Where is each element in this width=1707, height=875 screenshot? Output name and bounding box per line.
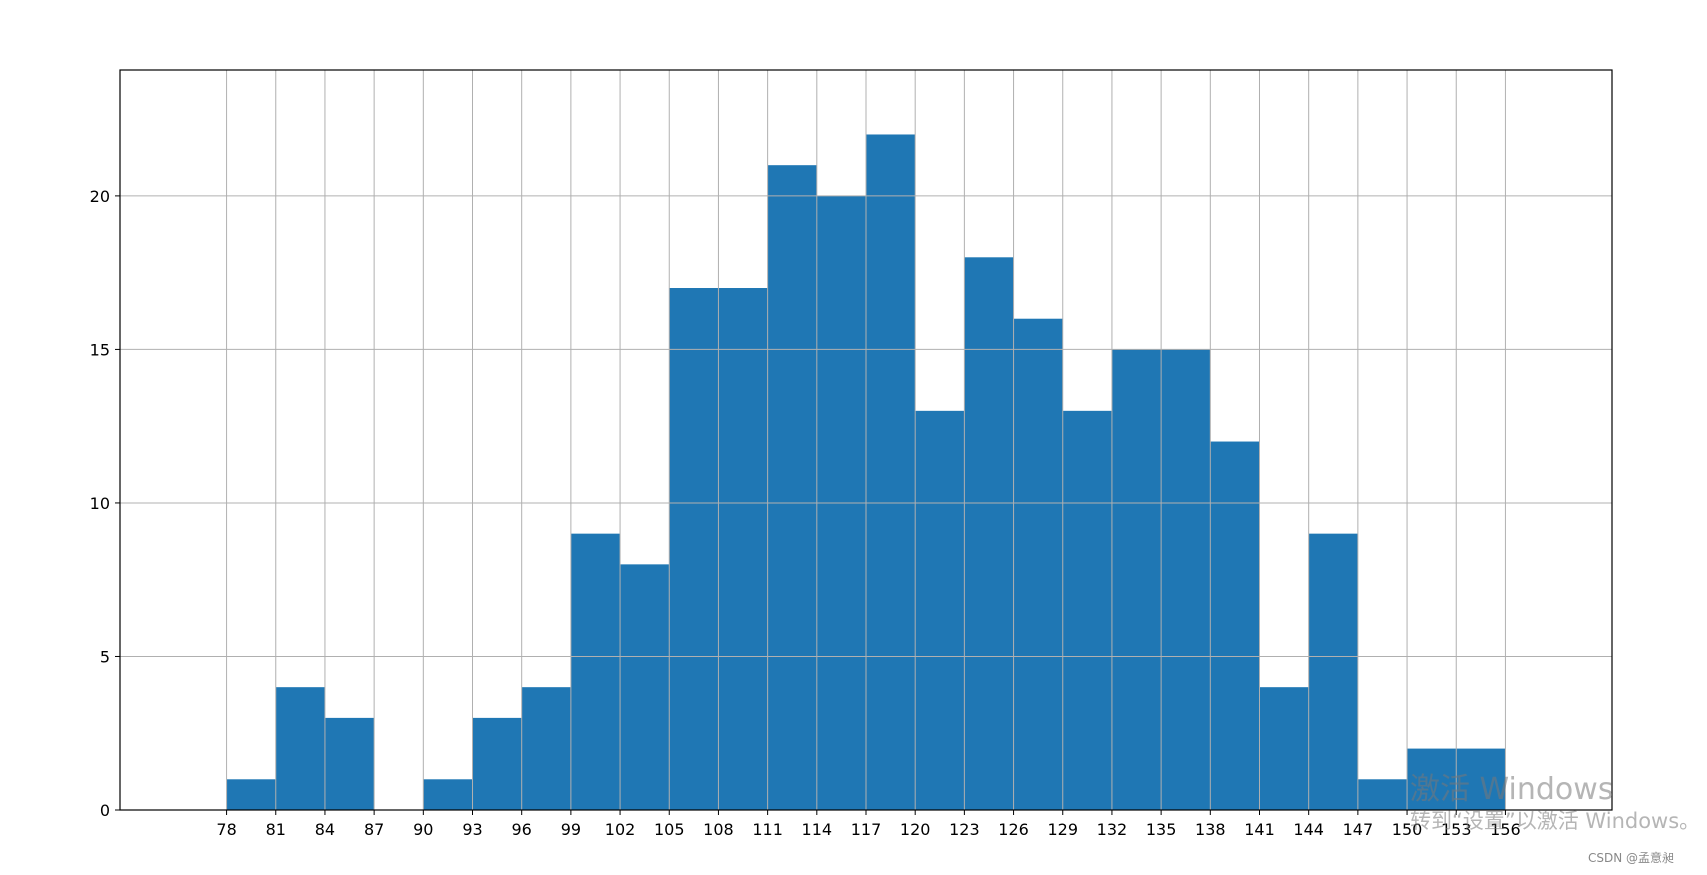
x-tick-label: 129 bbox=[1047, 820, 1078, 839]
x-tick-label: 117 bbox=[851, 820, 882, 839]
x-tick-label: 126 bbox=[998, 820, 1029, 839]
x-tick-label: 132 bbox=[1097, 820, 1128, 839]
x-tick-label: 108 bbox=[703, 820, 734, 839]
histogram-bar bbox=[1407, 748, 1457, 810]
x-tick-label: 105 bbox=[654, 820, 685, 839]
x-tick-label: 81 bbox=[266, 820, 286, 839]
x-tick-label: 135 bbox=[1146, 820, 1177, 839]
x-tick-label: 120 bbox=[900, 820, 931, 839]
x-tick-label: 111 bbox=[752, 820, 783, 839]
histogram-bar bbox=[423, 779, 473, 810]
x-tick-label: 144 bbox=[1293, 820, 1324, 839]
y-axis-ticks: 0 5 10 15 20 bbox=[90, 187, 120, 820]
histogram-bar bbox=[718, 288, 768, 810]
histogram-bar bbox=[1357, 779, 1408, 810]
histogram-bar bbox=[324, 717, 375, 810]
x-tick-label: 147 bbox=[1343, 820, 1374, 839]
histogram-bar bbox=[570, 533, 621, 810]
histogram-bar bbox=[521, 687, 571, 810]
x-tick-label: 84 bbox=[315, 820, 335, 839]
histogram-bar bbox=[472, 717, 522, 810]
x-tick-label: 114 bbox=[802, 820, 833, 839]
x-tick-label: 150 bbox=[1392, 820, 1423, 839]
activation-watermark-subtitle: 转到“设置”以激活 Windows。 bbox=[1410, 809, 1701, 833]
x-tick-label: 123 bbox=[949, 820, 980, 839]
x-tick-label: 87 bbox=[364, 820, 384, 839]
histogram-bar bbox=[866, 134, 916, 810]
y-tick-label: 5 bbox=[100, 647, 110, 666]
histogram-bar bbox=[1111, 349, 1162, 810]
x-tick-label: 141 bbox=[1244, 820, 1275, 839]
x-tick-label: 90 bbox=[413, 820, 433, 839]
histogram-bar bbox=[915, 410, 965, 810]
x-tick-label: 96 bbox=[512, 820, 532, 839]
histogram-bar bbox=[1161, 349, 1211, 810]
histogram-bar bbox=[226, 779, 276, 810]
y-tick-label: 20 bbox=[90, 187, 110, 206]
csdn-credit: CSDN @孟意昶 bbox=[1588, 851, 1675, 865]
x-tick-label: 78 bbox=[216, 820, 236, 839]
histogram-bar bbox=[1259, 687, 1309, 810]
y-tick-label: 10 bbox=[90, 494, 110, 513]
grid-lines-overlay bbox=[120, 70, 1612, 811]
x-tick-label: 102 bbox=[605, 820, 636, 839]
x-tick-label: 93 bbox=[462, 820, 482, 839]
histogram-bar bbox=[669, 288, 719, 810]
histogram-bar bbox=[1210, 441, 1260, 810]
histogram-bar bbox=[1062, 410, 1112, 810]
histogram-bar bbox=[1308, 533, 1358, 810]
x-tick-label: 156 bbox=[1490, 820, 1521, 839]
histogram-bar bbox=[620, 564, 670, 810]
activation-watermark-title: 激活 Windows bbox=[1410, 772, 1614, 807]
histogram-bar bbox=[1013, 318, 1063, 810]
histogram-bar bbox=[964, 257, 1014, 810]
histogram-bar bbox=[1456, 748, 1506, 810]
y-tick-label: 15 bbox=[90, 340, 110, 359]
histogram-bar bbox=[767, 165, 817, 811]
x-tick-label: 138 bbox=[1195, 820, 1226, 839]
y-tick-label: 0 bbox=[100, 801, 110, 820]
x-axis-ticks: 78 81 84 87 90 93 96 99 102 105 108 111 114 117 120 123… bbox=[216, 810, 1521, 839]
x-tick-label: 153 bbox=[1441, 820, 1472, 839]
x-tick-label: 99 bbox=[561, 820, 581, 839]
histogram-bar bbox=[275, 687, 325, 810]
